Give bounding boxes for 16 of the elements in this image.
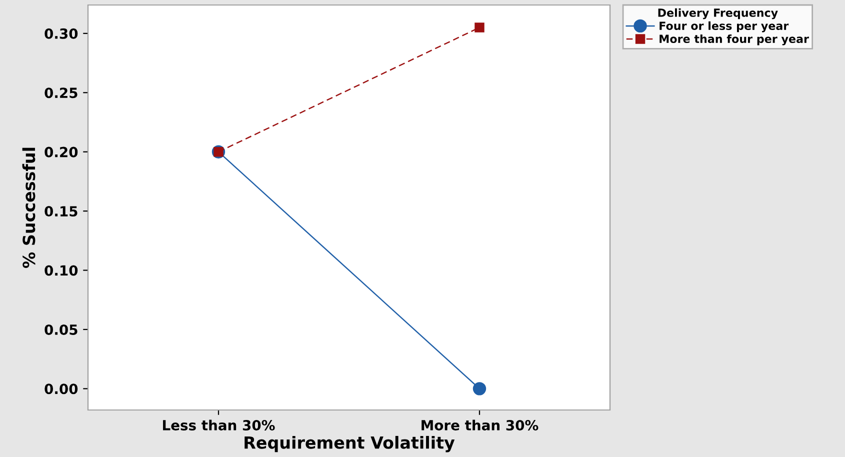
y-tick-label: 0.15 (44, 206, 78, 217)
y-tick-label: 0.00 (44, 384, 78, 394)
legend-title: Delivery Frequency (658, 8, 778, 20)
point (474, 22, 484, 32)
x-axis-title: Requirement Volatility (244, 436, 455, 452)
y-tick-label: 0.30 (44, 28, 78, 39)
legend-label: More than four per year (660, 34, 809, 46)
x-tick-label: Less than 30% (163, 420, 275, 430)
legend-label: Four or less per year (660, 21, 789, 32)
y-axis-title: % Successful (22, 148, 36, 268)
x-tick-label: More than 30% (422, 420, 538, 430)
y-tick-label: 0.05 (44, 324, 78, 335)
y-tick-label: 0.25 (44, 88, 78, 98)
point (472, 382, 486, 396)
y-tick-label: 0.20 (44, 146, 78, 158)
y-tick-label: 0.10 (44, 265, 78, 276)
